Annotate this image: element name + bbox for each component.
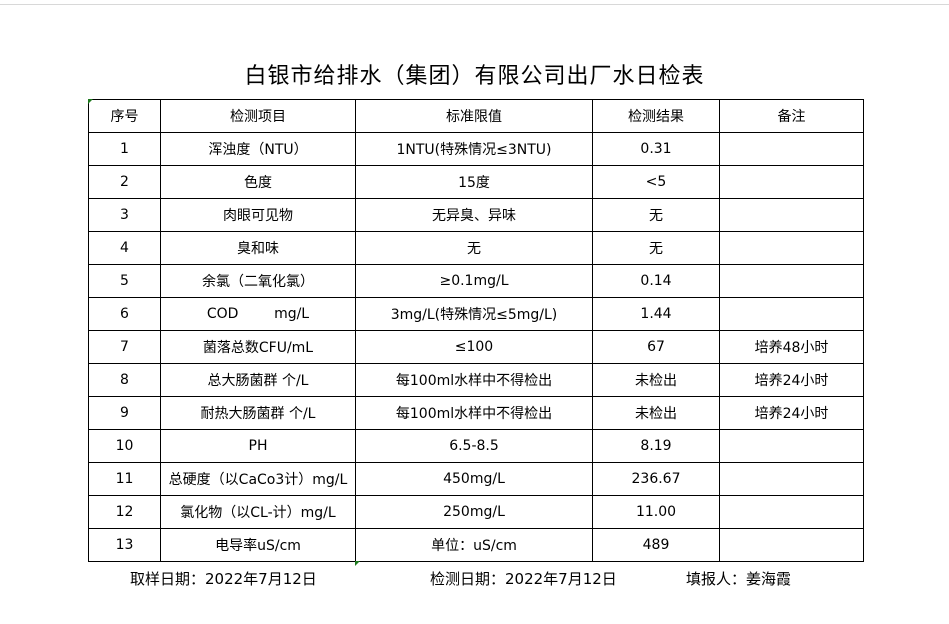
header-remark[interactable]: 备注 bbox=[719, 99, 864, 133]
header-result[interactable]: 检测结果 bbox=[592, 99, 720, 133]
cell-standard[interactable]: 每100ml水样中不得检出 bbox=[355, 363, 593, 397]
cell-index[interactable]: 6 bbox=[88, 297, 161, 331]
cell-result[interactable]: 11.00 bbox=[592, 495, 720, 529]
test-date: 检测日期：2022年7月12日 bbox=[430, 570, 617, 588]
cell-index[interactable]: 13 bbox=[88, 528, 161, 562]
cell-remark[interactable] bbox=[719, 429, 864, 463]
table-row: 2 色度 15度 <5 bbox=[88, 165, 864, 199]
table-row: 7 菌落总数CFU/mL ≤100 67 培养48小时 bbox=[88, 330, 864, 364]
header-index[interactable]: 序号 bbox=[88, 99, 161, 133]
cell-remark[interactable] bbox=[719, 264, 864, 298]
cell-result[interactable]: 236.67 bbox=[592, 462, 720, 496]
cell-result[interactable]: 1.44 bbox=[592, 297, 720, 331]
cell-standard[interactable]: 250mg/L bbox=[355, 495, 593, 529]
cell-remark[interactable]: 培养24小时 bbox=[719, 363, 864, 397]
table-row: 13 电导率uS/cm 单位：uS/cm 489 bbox=[88, 528, 864, 562]
cell-remark[interactable]: 培养24小时 bbox=[719, 396, 864, 430]
cell-standard[interactable]: 3mg/L(特殊情况≤5mg/L) bbox=[355, 297, 593, 331]
cell-index[interactable]: 3 bbox=[88, 198, 161, 232]
header-item[interactable]: 检测项目 bbox=[160, 99, 356, 133]
cell-remark[interactable] bbox=[719, 297, 864, 331]
cell-standard[interactable]: 450mg/L bbox=[355, 462, 593, 496]
cell-item[interactable]: PH bbox=[160, 429, 356, 463]
cell-result[interactable]: 未检出 bbox=[592, 396, 720, 430]
cell-standard[interactable]: ≥0.1mg/L bbox=[355, 264, 593, 298]
cell-result[interactable]: 67 bbox=[592, 330, 720, 364]
cell-item[interactable]: 氯化物（以CL-计）mg/L bbox=[160, 495, 356, 529]
cell-indicator-mark bbox=[88, 99, 93, 104]
cell-result[interactable]: <5 bbox=[592, 165, 720, 199]
cell-result[interactable]: 无 bbox=[592, 198, 720, 232]
cell-index[interactable]: 10 bbox=[88, 429, 161, 463]
cell-standard[interactable]: 1NTU(特殊情况≤3NTU) bbox=[355, 132, 593, 166]
cell-item[interactable]: 总硬度（以CaCo3计）mg/L bbox=[160, 462, 356, 496]
cell-item[interactable]: 色度 bbox=[160, 165, 356, 199]
cell-standard[interactable]: 6.5-8.5 bbox=[355, 429, 593, 463]
cell-item[interactable]: 菌落总数CFU/mL bbox=[160, 330, 356, 364]
cell-item[interactable]: 余氯（二氧化氯） bbox=[160, 264, 356, 298]
cell-index[interactable]: 2 bbox=[88, 165, 161, 199]
cell-item[interactable]: 肉眼可见物 bbox=[160, 198, 356, 232]
cell-indicator-mark bbox=[355, 561, 360, 566]
table-row: 10 PH 6.5-8.5 8.19 bbox=[88, 429, 864, 463]
page-break-line bbox=[0, 4, 949, 5]
cell-index[interactable]: 1 bbox=[88, 132, 161, 166]
table-row: 6 COD mg/L 3mg/L(特殊情况≤5mg/L) 1.44 bbox=[88, 297, 864, 331]
cell-index[interactable]: 8 bbox=[88, 363, 161, 397]
page-title: 白银市给排水（集团）有限公司出厂水日检表 bbox=[244, 64, 705, 89]
table-row: 5 余氯（二氧化氯） ≥0.1mg/L 0.14 bbox=[88, 264, 864, 298]
cell-standard[interactable]: ≤100 bbox=[355, 330, 593, 364]
cell-result[interactable]: 0.31 bbox=[592, 132, 720, 166]
cell-remark[interactable] bbox=[719, 132, 864, 166]
sample-date: 取样日期：2022年7月12日 bbox=[130, 570, 317, 588]
cell-item[interactable]: COD mg/L bbox=[160, 297, 356, 331]
cell-index[interactable]: 12 bbox=[88, 495, 161, 529]
cell-item[interactable]: 总大肠菌群 个/L bbox=[160, 363, 356, 397]
table-row: 3 肉眼可见物 无异臭、异味无 bbox=[88, 198, 864, 232]
cell-index[interactable]: 4 bbox=[88, 231, 161, 265]
header-standard[interactable]: 标准限值 bbox=[355, 99, 593, 133]
table-row: 11 总硬度（以CaCo3计）mg/L 450mg/L 236.67 bbox=[88, 462, 864, 496]
inspection-table: 序号 检测项目 标准限值 检测结果 备注 1 浑浊度（NTU） 1NTU(特殊情况≤3NTU)… bbox=[88, 99, 864, 562]
cell-item[interactable]: 浑浊度（NTU） bbox=[160, 132, 356, 166]
cell-item[interactable]: 电导率uS/cm bbox=[160, 528, 356, 562]
cell-standard[interactable]: 无异臭、异味 bbox=[355, 198, 593, 232]
cell-result[interactable]: 未检出 bbox=[592, 363, 720, 397]
cell-result[interactable]: 8.19 bbox=[592, 429, 720, 463]
cell-result[interactable]: 无 bbox=[592, 231, 720, 265]
cell-result[interactable]: 0.14 bbox=[592, 264, 720, 298]
cell-index[interactable]: 9 bbox=[88, 396, 161, 430]
cell-index[interactable]: 7 bbox=[88, 330, 161, 364]
cell-remark[interactable] bbox=[719, 165, 864, 199]
cell-remark[interactable] bbox=[719, 528, 864, 562]
table-row: 4 臭和味无无 bbox=[88, 231, 864, 265]
cell-index[interactable]: 11 bbox=[88, 462, 161, 496]
cell-standard[interactable]: 单位：uS/cm bbox=[355, 528, 593, 562]
cell-remark[interactable] bbox=[719, 462, 864, 496]
cell-remark[interactable] bbox=[719, 198, 864, 232]
cell-result[interactable]: 489 bbox=[592, 528, 720, 562]
reporter: 填报人：姜海霞 bbox=[686, 570, 792, 588]
cell-remark[interactable] bbox=[719, 231, 864, 265]
table-row: 12 氯化物（以CL-计）mg/L 250mg/L 11.00 bbox=[88, 495, 864, 529]
cell-standard[interactable]: 每100ml水样中不得检出 bbox=[355, 396, 593, 430]
table-row: 1 浑浊度（NTU） 1NTU(特殊情况≤3NTU) 0.31 bbox=[88, 132, 864, 166]
table-row: 8 总大肠菌群 个/L 每100ml水样中不得检出 未检出 培养24小时 bbox=[88, 363, 864, 397]
header-row: 序号 检测项目 标准限值 检测结果 备注 bbox=[88, 99, 864, 133]
cell-standard[interactable]: 无 bbox=[355, 231, 593, 265]
table-row: 9 耐热大肠菌群 个/L 每100ml水样中不得检出 未检出 培养24小时 bbox=[88, 396, 864, 430]
cell-remark[interactable] bbox=[719, 495, 864, 529]
cell-standard[interactable]: 15度 bbox=[355, 165, 593, 199]
cell-item[interactable]: 臭和味 bbox=[160, 231, 356, 265]
cell-remark[interactable]: 培养48小时 bbox=[719, 330, 864, 364]
cell-index[interactable]: 5 bbox=[88, 264, 161, 298]
cell-item[interactable]: 耐热大肠菌群 个/L bbox=[160, 396, 356, 430]
